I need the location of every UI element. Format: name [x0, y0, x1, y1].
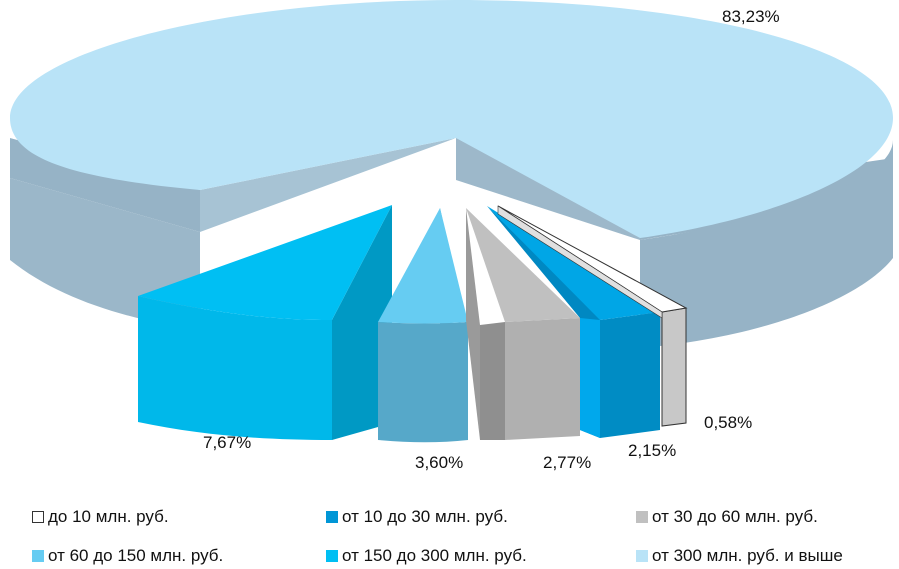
slice-150-300	[378, 208, 468, 443]
slice-30-60-top	[466, 208, 580, 322]
slice-300-plus-top	[10, 0, 893, 238]
slice-under-10	[497, 205, 688, 427]
slice-30-60-side-left	[466, 208, 480, 440]
slice-300-plus-rim	[10, 138, 200, 330]
data-label-300-plus: 83,23%	[722, 7, 780, 26]
data-label-150-300: 3,60%	[415, 453, 463, 472]
slice-10-30-side-front-left	[580, 318, 600, 438]
slice-60-150-side-right	[332, 205, 392, 440]
slice-under-10-side-front	[661, 307, 687, 427]
slice-150-300-side-front	[378, 322, 468, 443]
slice-150-300-top	[378, 208, 468, 324]
slice-under-10-side-inner	[497, 205, 663, 319]
slice-300-plus-rim-right	[640, 140, 893, 348]
slice-60-150-side-front	[138, 296, 332, 440]
slice-30-60	[466, 208, 580, 440]
data-label-10-30: 2,15%	[628, 441, 676, 460]
slice-300-plus-side-front	[200, 138, 456, 232]
slice-30-60-side-right	[505, 318, 580, 440]
slice-10-30-side-front	[600, 312, 660, 438]
data-label-30-60: 2,77%	[543, 453, 591, 472]
slice-60-150	[138, 205, 392, 440]
data-label-under-10: 0,58%	[704, 413, 752, 432]
data-label-60-150: 7,67%	[203, 433, 251, 452]
slice-60-150-top	[138, 205, 392, 320]
slice-30-60-side-front	[480, 322, 505, 440]
slice-300-plus	[10, 0, 893, 348]
slice-300-plus-side-inner	[456, 138, 640, 240]
